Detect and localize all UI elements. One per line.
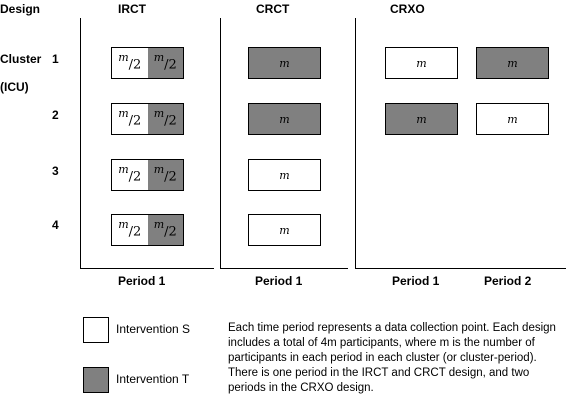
cluster-label: Cluster	[0, 52, 42, 66]
cluster-number-4: 4	[52, 218, 59, 232]
irct-axis-vertical	[80, 18, 81, 268]
cell-value: m	[507, 112, 518, 126]
cell-value: m	[279, 168, 290, 182]
cell-value: m	[507, 56, 518, 70]
crxo-cell-cluster-2-period-2: m	[476, 103, 549, 135]
design-name-irct: IRCT	[118, 2, 146, 16]
legend-label-intervention-t: Intervention T	[116, 372, 190, 386]
unit-label: (ICU)	[0, 80, 29, 94]
crxo-cell-cluster-1-period-2: m	[476, 47, 549, 79]
cell-value: m	[279, 223, 290, 237]
crct-axis-vertical	[220, 18, 221, 268]
irct-half-s: m/2	[112, 215, 148, 245]
design-name-crct: CRCT	[256, 2, 290, 16]
irct-cell-cluster-4: m/2 m/2	[111, 214, 184, 246]
cell-value: m	[279, 56, 290, 70]
cluster-number-3: 3	[52, 164, 59, 178]
cell-value: m	[416, 112, 427, 126]
crct-axis-horizontal	[220, 268, 348, 269]
crxo-axis-vertical	[355, 18, 356, 268]
crct-cell-cluster-4: m	[248, 214, 321, 246]
legend-swatch-intervention-t	[83, 367, 109, 393]
irct-cell-cluster-1: m/2 m/2	[111, 47, 184, 79]
irct-half-t: m/2	[147, 160, 183, 190]
irct-cell-cluster-2: m/2 m/2	[111, 103, 184, 135]
cluster-number-2: 2	[52, 108, 59, 122]
crxo-cell-cluster-2-period-1: m	[385, 103, 458, 135]
legend-swatch-intervention-s	[83, 317, 109, 343]
design-header: Design	[0, 2, 41, 16]
crct-cell-cluster-2: m	[248, 103, 321, 135]
period-label-crxo-2: Period 2	[484, 274, 532, 288]
cell-value: m	[279, 112, 290, 126]
irct-half-s: m/2	[112, 48, 148, 78]
explanatory-note: Each time period represents a data colle…	[228, 322, 556, 394]
cluster-number-1: 1	[52, 52, 59, 66]
irct-half-s: m/2	[112, 104, 148, 134]
design-name-crxo: CRXO	[390, 2, 425, 16]
irct-half-t: m/2	[147, 104, 183, 134]
period-label-crxo-1: Period 1	[392, 274, 440, 288]
cell-value: m	[416, 56, 427, 70]
irct-cell-cluster-3: m/2 m/2	[111, 159, 184, 191]
period-label-irct-1: Period 1	[118, 274, 166, 288]
crct-cell-cluster-3: m	[248, 159, 321, 191]
irct-half-s: m/2	[112, 160, 148, 190]
irct-half-t: m/2	[147, 215, 183, 245]
period-label-crct-1: Period 1	[255, 274, 303, 288]
irct-half-t: m/2	[147, 48, 183, 78]
irct-axis-horizontal	[80, 268, 214, 269]
crxo-cell-cluster-1-period-1: m	[385, 47, 458, 79]
legend-label-intervention-s: Intervention S	[116, 322, 191, 336]
crct-cell-cluster-1: m	[248, 47, 321, 79]
crxo-axis-horizontal	[355, 268, 566, 269]
